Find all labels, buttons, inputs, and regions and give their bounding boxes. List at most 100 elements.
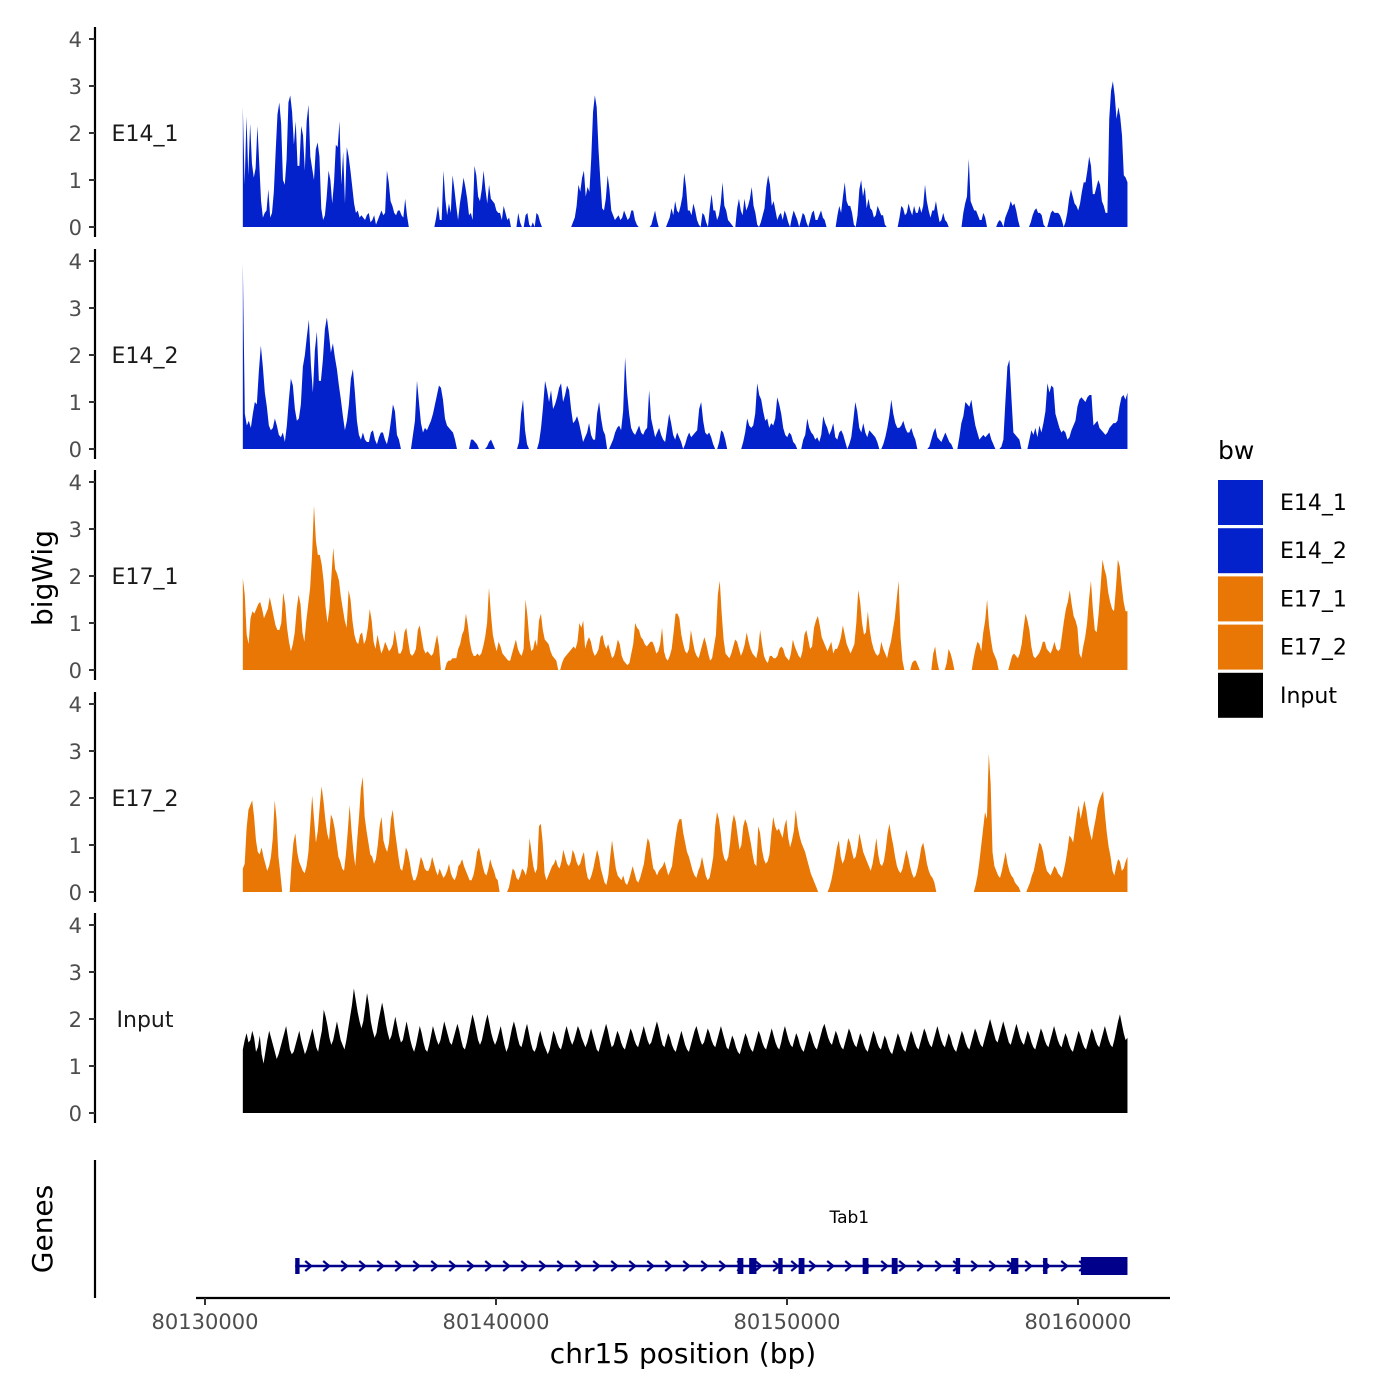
gene-exon — [862, 1258, 869, 1274]
gene-exon — [749, 1258, 757, 1274]
track-label: Input — [117, 1008, 174, 1033]
strand-arrow — [826, 1260, 835, 1272]
strand-arrow — [376, 1260, 385, 1272]
strand-arrow — [412, 1260, 421, 1272]
legend-item-E14_2: E14_2 — [1218, 528, 1347, 574]
legend-swatch — [1218, 672, 1263, 718]
x-ticks: 80130000 80140000 80150000 80160000 — [152, 1298, 1132, 1334]
y-axis-title-bigwig: bigWig — [26, 530, 59, 626]
gene-exon — [1080, 1257, 1128, 1275]
strand-arrow — [628, 1260, 637, 1272]
legend-label: Input — [1280, 684, 1337, 709]
strand-arrow — [880, 1260, 889, 1272]
coverage-area-Input — [242, 988, 1128, 1113]
y-tick-label: 4 — [69, 914, 82, 938]
gene-exon — [1043, 1258, 1048, 1274]
strand-arrow — [808, 1260, 817, 1272]
x-tick-label: 80130000 — [152, 1310, 259, 1334]
strand-arrow — [700, 1260, 709, 1272]
strand-arrow — [430, 1260, 439, 1272]
legend-title: bw — [1218, 436, 1254, 465]
x-tick-label: 80150000 — [734, 1310, 841, 1334]
strand-arrow — [394, 1260, 403, 1272]
y-tick-label: 1 — [69, 391, 82, 415]
x-tick-label: 80160000 — [1025, 1310, 1132, 1334]
strand-arrow — [574, 1260, 583, 1272]
strand-arrow — [1024, 1260, 1033, 1272]
track-E17_2: 0 1 2 3 4 E17_2 — [69, 692, 1128, 905]
y-tick-label: 0 — [69, 1102, 82, 1126]
y-tick-label: 3 — [69, 740, 82, 764]
gene-name-label: Tab1 — [829, 1208, 870, 1228]
strand-arrow — [448, 1260, 457, 1272]
y-tick-label: 0 — [69, 881, 82, 905]
gene-track: Tab1 — [93, 1160, 1128, 1298]
gene-exon — [778, 1258, 783, 1274]
coverage-area-E17_2 — [242, 753, 1128, 892]
strand-arrow — [988, 1260, 997, 1272]
y-tick-label: 2 — [69, 122, 82, 146]
legend-items: E14_1 E14_2 E17_1 E17_2 Input — [1218, 480, 1347, 718]
legend-item-E17_1: E17_1 — [1218, 576, 1347, 622]
gene-exon — [1011, 1258, 1019, 1274]
y-tick-label: 1 — [69, 169, 82, 193]
strand-arrow — [844, 1260, 853, 1272]
strand-arrow — [304, 1260, 313, 1272]
strand-arrow — [790, 1260, 799, 1272]
strand-arrow — [898, 1260, 907, 1272]
strand-arrow — [520, 1260, 529, 1272]
legend-label: E14_2 — [1280, 539, 1347, 564]
strand-arrow — [592, 1260, 601, 1272]
strand-arrow — [1060, 1260, 1069, 1272]
strand-arrow — [664, 1260, 673, 1272]
track-label: E14_2 — [112, 344, 179, 369]
y-tick-label: 4 — [69, 28, 82, 52]
legend-swatch — [1218, 576, 1263, 622]
strand-arrow — [556, 1260, 565, 1272]
strand-arrow — [502, 1260, 511, 1272]
legend-item-Input: Input — [1218, 672, 1337, 718]
legend-label: E17_2 — [1280, 636, 1347, 661]
strand-arrow — [610, 1260, 619, 1272]
x-tick-label: 80140000 — [443, 1310, 550, 1334]
strand-arrow — [484, 1260, 493, 1272]
legend-label: E14_1 — [1280, 491, 1347, 516]
y-tick-label: 2 — [69, 1008, 82, 1032]
strand-arrow — [322, 1260, 331, 1272]
strand-arrow — [916, 1260, 925, 1272]
track-E17_1: 0 1 2 3 4 E17_1 — [69, 470, 1128, 683]
gene-exon — [737, 1258, 744, 1274]
track-label: E17_2 — [112, 787, 179, 812]
coverage-tracks: 0 1 2 3 4 E14_1 0 1 2 3 4 E14_2 0 1 2 3 4 E17_1 0 1 2 3 4 E17_2… — [69, 27, 1128, 1126]
y-tick-label: 1 — [69, 834, 82, 858]
y-tick-label: 3 — [69, 297, 82, 321]
strand-arrow — [466, 1260, 475, 1272]
gene-exon — [891, 1258, 898, 1274]
track-Input: 0 1 2 3 4 Input — [69, 913, 1128, 1126]
strand-arrow — [682, 1260, 691, 1272]
y-tick-label: 0 — [69, 216, 82, 240]
y-tick-label: 0 — [69, 438, 82, 462]
y-tick-label: 3 — [69, 75, 82, 99]
strand-arrow — [646, 1260, 655, 1272]
coverage-area-E17_1 — [242, 505, 1128, 670]
strand-arrow — [934, 1260, 943, 1272]
coverage-area-E14_2 — [242, 263, 1128, 449]
x-axis: 80130000 80140000 80150000 80160000 chr15 p… — [152, 1296, 1170, 1370]
track-label: E17_1 — [112, 565, 179, 590]
legend-label: E17_1 — [1280, 587, 1347, 612]
y-tick-label: 1 — [69, 612, 82, 636]
y-tick-label: 3 — [69, 518, 82, 542]
track-label: E14_1 — [112, 122, 179, 147]
y-tick-label: 1 — [69, 1055, 82, 1079]
y-tick-label: 2 — [69, 344, 82, 368]
legend-item-E14_1: E14_1 — [1218, 480, 1347, 525]
legend: bw E14_1 E14_2 E17_1 E17_2 Input — [1218, 436, 1347, 718]
gene-exon — [955, 1258, 961, 1274]
y-tick-label: 4 — [69, 471, 82, 495]
strand-arrow — [340, 1260, 349, 1272]
legend-swatch — [1218, 624, 1263, 670]
y-tick-label: 2 — [69, 787, 82, 811]
y-tick-label: 4 — [69, 250, 82, 274]
